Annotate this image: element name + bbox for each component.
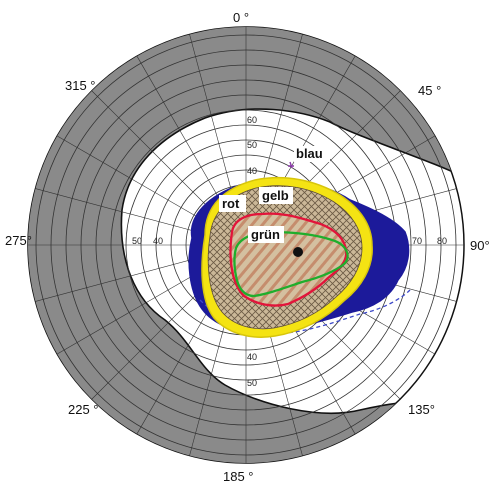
blind-spot — [293, 247, 303, 257]
label-bg-gelb — [259, 187, 293, 204]
angle-label-90: 90° — [470, 238, 490, 253]
isopter-label-rot: rot — [222, 196, 240, 211]
label-bg-gruen — [248, 226, 284, 243]
isopter-label-gelb: gelb — [262, 188, 289, 203]
angle-label-185: 185 ° — [223, 469, 254, 484]
ring-label-bottom-50: 50 — [247, 378, 257, 388]
ring-label-top-50: 50 — [247, 140, 257, 150]
isopter-label-gruen: grün — [251, 227, 280, 242]
angle-label-275: 275° — [5, 233, 32, 248]
ring-label-right-70: 70 — [412, 236, 422, 246]
angle-label-225: 225 ° — [68, 402, 99, 417]
label-bg-blau — [294, 146, 330, 162]
ring-label-left-40: 40 — [153, 236, 163, 246]
ring-label-left-50: 50 — [132, 236, 142, 246]
blau-pointer — [288, 161, 294, 169]
label-bg-rot — [219, 195, 246, 212]
ring-label-bottom-40: 40 — [247, 352, 257, 362]
ring-label-top-60: 60 — [247, 115, 257, 125]
angle-label-0: 0 ° — [233, 10, 249, 25]
angle-label-135: 135° — [408, 402, 435, 417]
angle-label-45: 45 ° — [418, 83, 441, 98]
isopter-blau-dashes — [199, 289, 411, 335]
ring-label-top-40: 40 — [247, 166, 257, 176]
isopter-label-blau: blau — [296, 146, 323, 161]
ring-label-right-80: 80 — [437, 236, 447, 246]
angle-label-315: 315 ° — [65, 78, 96, 93]
